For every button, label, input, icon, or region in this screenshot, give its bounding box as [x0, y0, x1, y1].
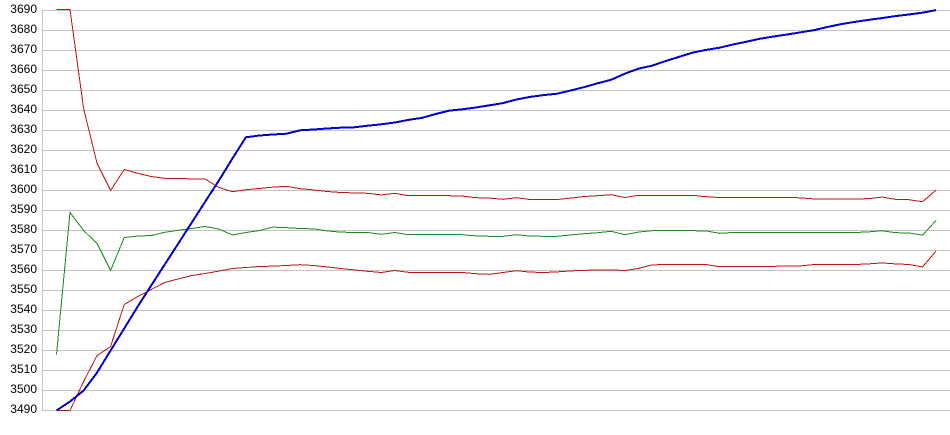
svg-text:3630: 3630	[10, 122, 37, 136]
svg-text:3520: 3520	[10, 342, 37, 356]
svg-text:3580: 3580	[10, 222, 37, 236]
svg-text:3670: 3670	[10, 42, 37, 56]
svg-text:3640: 3640	[10, 102, 37, 116]
svg-text:3590: 3590	[10, 202, 37, 216]
svg-text:3680: 3680	[10, 22, 37, 36]
svg-text:3620: 3620	[10, 142, 37, 156]
svg-text:3600: 3600	[10, 182, 37, 196]
svg-text:3510: 3510	[10, 362, 37, 376]
svg-text:3560: 3560	[10, 262, 37, 276]
svg-text:3500: 3500	[10, 382, 37, 396]
svg-text:3490: 3490	[10, 402, 37, 416]
svg-text:3650: 3650	[10, 82, 37, 96]
svg-text:3550: 3550	[10, 282, 37, 296]
svg-text:3540: 3540	[10, 302, 37, 316]
svg-text:3610: 3610	[10, 162, 37, 176]
svg-text:3570: 3570	[10, 242, 37, 256]
svg-text:3660: 3660	[10, 62, 37, 76]
svg-text:3530: 3530	[10, 322, 37, 336]
svg-text:3690: 3690	[10, 2, 37, 16]
